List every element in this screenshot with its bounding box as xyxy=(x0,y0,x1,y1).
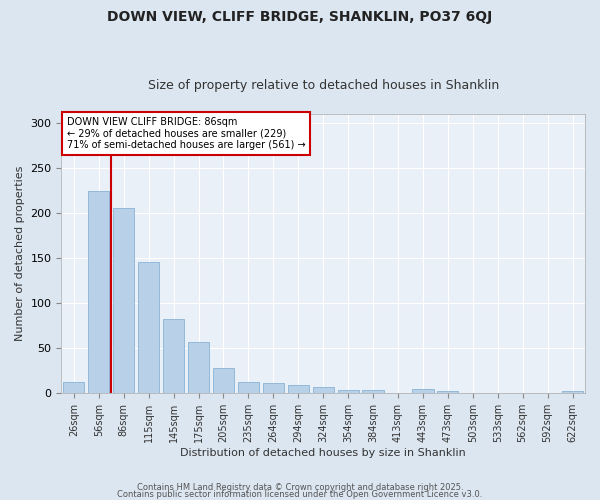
Bar xyxy=(287,385,309,393)
Bar xyxy=(88,192,109,393)
Text: Contains HM Land Registry data © Crown copyright and database right 2025.: Contains HM Land Registry data © Crown c… xyxy=(137,484,463,492)
Bar xyxy=(138,262,159,393)
Bar xyxy=(188,342,209,393)
Bar xyxy=(338,390,359,393)
Bar xyxy=(362,390,383,393)
Bar xyxy=(313,388,334,393)
Title: Size of property relative to detached houses in Shanklin: Size of property relative to detached ho… xyxy=(148,79,499,92)
Bar xyxy=(163,319,184,393)
Bar xyxy=(562,391,583,393)
Bar xyxy=(437,391,458,393)
Bar xyxy=(412,389,434,393)
Bar xyxy=(63,382,85,393)
Bar xyxy=(213,368,234,393)
Text: DOWN VIEW CLIFF BRIDGE: 86sqm
← 29% of detached houses are smaller (229)
71% of : DOWN VIEW CLIFF BRIDGE: 86sqm ← 29% of d… xyxy=(67,117,305,150)
Text: Contains public sector information licensed under the Open Government Licence v3: Contains public sector information licen… xyxy=(118,490,482,499)
Bar xyxy=(238,382,259,393)
Bar xyxy=(263,383,284,393)
Bar xyxy=(113,208,134,393)
Text: DOWN VIEW, CLIFF BRIDGE, SHANKLIN, PO37 6QJ: DOWN VIEW, CLIFF BRIDGE, SHANKLIN, PO37 … xyxy=(107,10,493,24)
Y-axis label: Number of detached properties: Number of detached properties xyxy=(15,166,25,341)
X-axis label: Distribution of detached houses by size in Shanklin: Distribution of detached houses by size … xyxy=(181,448,466,458)
